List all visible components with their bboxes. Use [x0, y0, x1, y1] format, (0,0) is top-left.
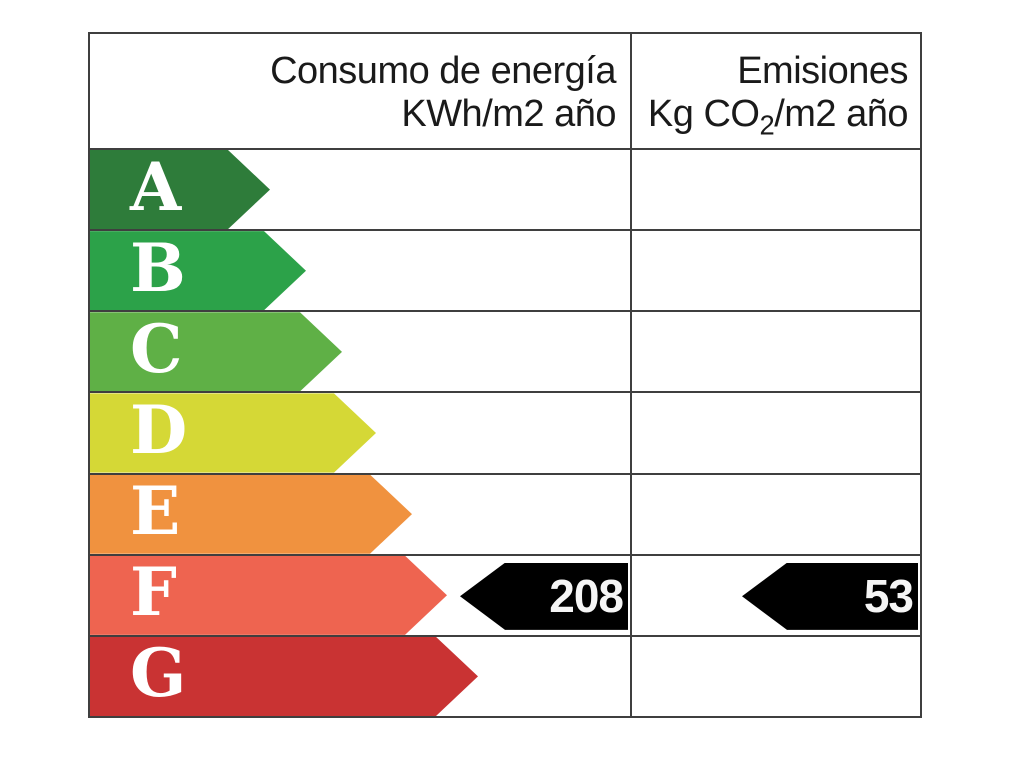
consumption-value: 208 — [549, 570, 624, 623]
rating-arrow-c: C — [90, 312, 342, 391]
rating-arrow-f: F — [90, 556, 447, 635]
header-emissions: Emisiones Kg CO2/m2 año — [630, 34, 920, 148]
rating-row-f: F 208 53 — [90, 553, 920, 635]
column-divider — [630, 34, 632, 716]
rating-row-c: C — [90, 310, 920, 391]
rating-letter-d: D — [130, 390, 188, 469]
header-emissions-units: Kg CO2/m2 año — [647, 93, 909, 141]
consumption-marker-arrow: 208 — [460, 562, 628, 630]
rating-row-a: A — [90, 148, 920, 229]
rating-letter-g: G — [130, 634, 187, 713]
header-consumption: Consumo de energía KWh/m2 año — [90, 34, 630, 148]
emissions-marker-arrow: 53 — [742, 562, 918, 630]
rating-arrow-d: D — [90, 393, 376, 472]
header-consumption-title: Consumo de energía — [270, 50, 616, 92]
header-consumption-units: KWh/m2 año — [401, 93, 616, 135]
rating-arrow-b: B — [90, 231, 306, 310]
table-header: Consumo de energía KWh/m2 año Emisiones … — [90, 34, 920, 148]
rating-row-e: E — [90, 472, 920, 554]
rating-letter-e: E — [130, 472, 181, 551]
header-emissions-title: Emisiones — [737, 50, 908, 92]
rating-letter-f: F — [130, 553, 177, 632]
rating-table: Consumo de energía KWh/m2 año Emisiones … — [88, 32, 922, 718]
rating-letter-b: B — [130, 228, 186, 307]
emissions-value: 53 — [863, 570, 914, 623]
rating-arrow-a: A — [90, 150, 270, 229]
rating-arrow-g: G — [90, 637, 478, 716]
rating-arrow-e: E — [90, 475, 412, 554]
rating-row-b: B — [90, 229, 920, 310]
rating-row-d: D — [90, 391, 920, 472]
rating-letter-c: C — [130, 309, 183, 388]
rating-rows: A B C D E — [90, 148, 920, 716]
rating-letter-a: A — [130, 147, 182, 226]
rating-row-g: G — [90, 634, 920, 716]
